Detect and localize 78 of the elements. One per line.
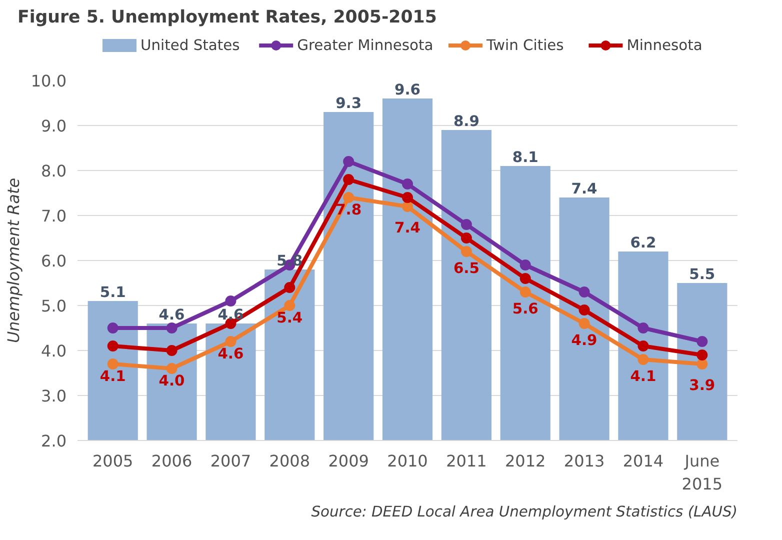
source-note: Source: DEED Local Area Unemployment Statistics (LAUS) xyxy=(311,504,738,520)
data-label: 4.1 xyxy=(100,368,126,385)
y-tick-label: 8.0 xyxy=(41,162,67,180)
y-axis-title: Unemployment Rate xyxy=(4,178,23,344)
data-label: 4.6 xyxy=(158,306,185,324)
data-label: 4.6 xyxy=(218,306,244,324)
data-label: 4.1 xyxy=(630,368,656,385)
point xyxy=(638,322,649,334)
point xyxy=(107,340,118,352)
data-label: 6.2 xyxy=(630,234,656,252)
point xyxy=(460,246,472,257)
point xyxy=(225,336,236,347)
data-label: 5.1 xyxy=(100,284,126,301)
data-label: 3.9 xyxy=(689,377,716,394)
legend-label: Greater Minnesota xyxy=(297,37,434,54)
data-label: 8.9 xyxy=(453,113,480,130)
point xyxy=(402,201,413,212)
data-label: 9.3 xyxy=(336,95,362,112)
point xyxy=(107,322,118,334)
point xyxy=(343,156,354,167)
point xyxy=(696,350,708,360)
y-tick-label: 9.0 xyxy=(41,116,67,136)
point xyxy=(284,300,296,311)
x-tick-label: 2005 xyxy=(92,452,134,470)
x-tick-label: 2013 xyxy=(564,452,605,470)
data-label: 7.4 xyxy=(571,180,598,198)
data-label: 6.5 xyxy=(453,260,480,277)
legend-label: Minnesota xyxy=(626,37,702,54)
point xyxy=(402,178,413,190)
x-tick-label: 2006 xyxy=(151,452,192,470)
data-label: 5.4 xyxy=(276,310,303,326)
y-tick-label: 2.0 xyxy=(41,432,67,450)
point xyxy=(166,345,178,356)
x-tick-label: 2007 xyxy=(210,452,252,470)
y-tick-label: 7.0 xyxy=(41,206,67,226)
point xyxy=(578,318,590,329)
point xyxy=(578,286,590,298)
data-label: 7.4 xyxy=(394,220,420,236)
point xyxy=(402,192,413,203)
point xyxy=(638,340,649,352)
x-tick-label: June 2015 xyxy=(682,452,722,494)
point xyxy=(520,260,531,270)
data-label: 5.6 xyxy=(512,300,538,318)
data-label: 4.9 xyxy=(571,332,598,349)
data-label: 9.6 xyxy=(394,82,420,98)
point xyxy=(520,286,531,298)
x-tick-label: 2012 xyxy=(505,452,546,470)
data-label: 4.0 xyxy=(158,372,185,390)
y-tick-label: 10.0 xyxy=(30,72,66,90)
point xyxy=(107,358,118,370)
x-tick-label: 2010 xyxy=(387,452,428,470)
x-tick-label: 2008 xyxy=(269,452,310,470)
point xyxy=(460,232,472,244)
y-tick-label: 3.0 xyxy=(41,386,67,406)
y-tick-label: 5.0 xyxy=(41,296,67,316)
legend-label: Twin Cities xyxy=(486,37,564,54)
point xyxy=(460,219,472,230)
legend-label: United States xyxy=(140,37,240,54)
y-tick-label: 6.0 xyxy=(41,252,67,270)
x-tick-label: 2011 xyxy=(446,452,487,470)
x-tick-label: 2014 xyxy=(622,452,664,470)
point xyxy=(578,304,590,316)
y-tick-label: 4.0 xyxy=(41,342,67,360)
point xyxy=(166,322,178,334)
point xyxy=(284,282,296,293)
point xyxy=(225,296,236,306)
point xyxy=(520,273,531,284)
point xyxy=(696,336,708,347)
data-label: 4.6 xyxy=(218,346,244,362)
point xyxy=(696,358,708,370)
point xyxy=(343,192,354,203)
x-tick-label: 2009 xyxy=(328,452,369,470)
point xyxy=(638,354,649,365)
point xyxy=(343,174,354,185)
data-label: 5.5 xyxy=(689,266,716,283)
data-label: 8.1 xyxy=(512,149,538,166)
chart-title: Figure 5. Unemployment Rates, 2005-2015 xyxy=(18,8,437,28)
point xyxy=(166,363,178,374)
